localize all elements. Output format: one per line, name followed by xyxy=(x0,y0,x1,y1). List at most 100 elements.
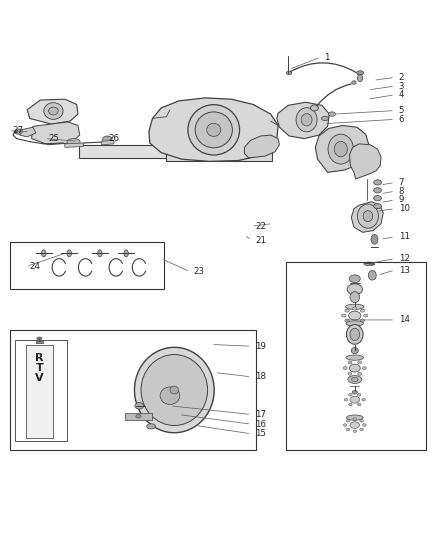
Ellipse shape xyxy=(350,292,360,303)
Text: 9: 9 xyxy=(399,196,404,205)
Text: 16: 16 xyxy=(255,419,266,429)
Ellipse shape xyxy=(351,377,358,382)
Ellipse shape xyxy=(357,403,361,406)
Text: 2: 2 xyxy=(399,73,404,82)
Ellipse shape xyxy=(344,398,348,401)
Ellipse shape xyxy=(345,319,349,322)
Ellipse shape xyxy=(346,355,364,360)
Ellipse shape xyxy=(44,103,63,119)
Ellipse shape xyxy=(343,367,347,370)
Ellipse shape xyxy=(311,105,318,111)
Ellipse shape xyxy=(207,123,221,136)
Polygon shape xyxy=(32,122,80,145)
Text: 3: 3 xyxy=(399,82,404,91)
Text: 24: 24 xyxy=(30,262,41,271)
Ellipse shape xyxy=(353,418,357,420)
Polygon shape xyxy=(166,142,272,160)
Ellipse shape xyxy=(346,325,363,344)
Ellipse shape xyxy=(301,114,312,126)
Ellipse shape xyxy=(348,372,352,375)
Text: 22: 22 xyxy=(255,222,266,231)
Ellipse shape xyxy=(350,422,360,429)
Ellipse shape xyxy=(328,112,336,116)
Polygon shape xyxy=(315,125,369,172)
Ellipse shape xyxy=(374,204,381,209)
Ellipse shape xyxy=(352,391,357,394)
Polygon shape xyxy=(26,345,53,438)
Ellipse shape xyxy=(49,107,58,115)
Text: V: V xyxy=(35,373,44,383)
Polygon shape xyxy=(27,99,78,124)
Ellipse shape xyxy=(348,361,352,364)
Ellipse shape xyxy=(357,75,363,82)
Ellipse shape xyxy=(353,307,357,310)
Text: 26: 26 xyxy=(109,134,120,143)
Text: 14: 14 xyxy=(399,316,410,325)
Ellipse shape xyxy=(124,250,128,257)
Ellipse shape xyxy=(328,134,353,164)
Text: 25: 25 xyxy=(48,134,59,143)
Ellipse shape xyxy=(357,204,378,228)
Text: 21: 21 xyxy=(255,236,266,245)
Text: 8: 8 xyxy=(399,187,404,196)
Text: 18: 18 xyxy=(255,373,266,382)
Ellipse shape xyxy=(346,428,350,431)
Ellipse shape xyxy=(286,71,292,75)
Ellipse shape xyxy=(349,393,352,396)
Text: 17: 17 xyxy=(255,410,266,419)
Polygon shape xyxy=(351,201,383,232)
Polygon shape xyxy=(350,144,381,179)
Ellipse shape xyxy=(360,428,364,431)
Ellipse shape xyxy=(360,419,364,422)
Text: 15: 15 xyxy=(255,429,266,438)
Ellipse shape xyxy=(350,364,360,372)
Ellipse shape xyxy=(346,415,363,420)
Text: R: R xyxy=(35,353,44,364)
Ellipse shape xyxy=(342,314,346,317)
Ellipse shape xyxy=(351,348,358,354)
Ellipse shape xyxy=(349,403,352,406)
Ellipse shape xyxy=(368,270,376,280)
Ellipse shape xyxy=(346,321,364,326)
Ellipse shape xyxy=(349,311,361,320)
Polygon shape xyxy=(149,98,278,161)
Ellipse shape xyxy=(334,141,347,157)
Ellipse shape xyxy=(374,180,381,185)
Ellipse shape xyxy=(321,116,328,120)
Polygon shape xyxy=(102,140,114,145)
Polygon shape xyxy=(244,135,279,158)
Ellipse shape xyxy=(345,309,349,312)
Ellipse shape xyxy=(374,188,381,193)
Text: 1: 1 xyxy=(324,53,330,62)
Ellipse shape xyxy=(350,396,360,403)
Text: 5: 5 xyxy=(399,106,404,115)
Polygon shape xyxy=(65,143,83,147)
Ellipse shape xyxy=(348,376,362,383)
Ellipse shape xyxy=(362,398,365,401)
Ellipse shape xyxy=(195,112,232,148)
Ellipse shape xyxy=(374,196,381,201)
Text: 23: 23 xyxy=(194,267,205,276)
Ellipse shape xyxy=(350,328,360,341)
Ellipse shape xyxy=(67,139,80,146)
Ellipse shape xyxy=(350,275,360,282)
Ellipse shape xyxy=(147,424,155,429)
Polygon shape xyxy=(36,341,43,343)
Text: T: T xyxy=(35,363,43,373)
Ellipse shape xyxy=(353,430,357,432)
Polygon shape xyxy=(20,127,36,137)
Ellipse shape xyxy=(363,424,366,426)
Ellipse shape xyxy=(364,262,374,265)
Ellipse shape xyxy=(360,319,365,322)
Ellipse shape xyxy=(357,393,361,396)
Ellipse shape xyxy=(296,108,317,132)
Ellipse shape xyxy=(170,386,179,394)
Bar xyxy=(10,242,164,289)
Ellipse shape xyxy=(14,129,22,134)
Ellipse shape xyxy=(135,402,144,409)
Ellipse shape xyxy=(134,348,214,433)
Ellipse shape xyxy=(347,284,363,295)
Ellipse shape xyxy=(363,211,373,222)
Bar xyxy=(286,262,426,449)
Ellipse shape xyxy=(346,419,350,422)
